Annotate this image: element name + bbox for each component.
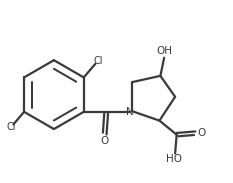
Text: N: N [126,107,134,117]
Text: Cl: Cl [6,122,16,132]
Text: Cl: Cl [93,56,103,66]
Text: O: O [101,136,109,146]
Text: HO: HO [165,154,182,164]
Text: O: O [197,128,205,138]
Text: OH: OH [156,46,172,56]
